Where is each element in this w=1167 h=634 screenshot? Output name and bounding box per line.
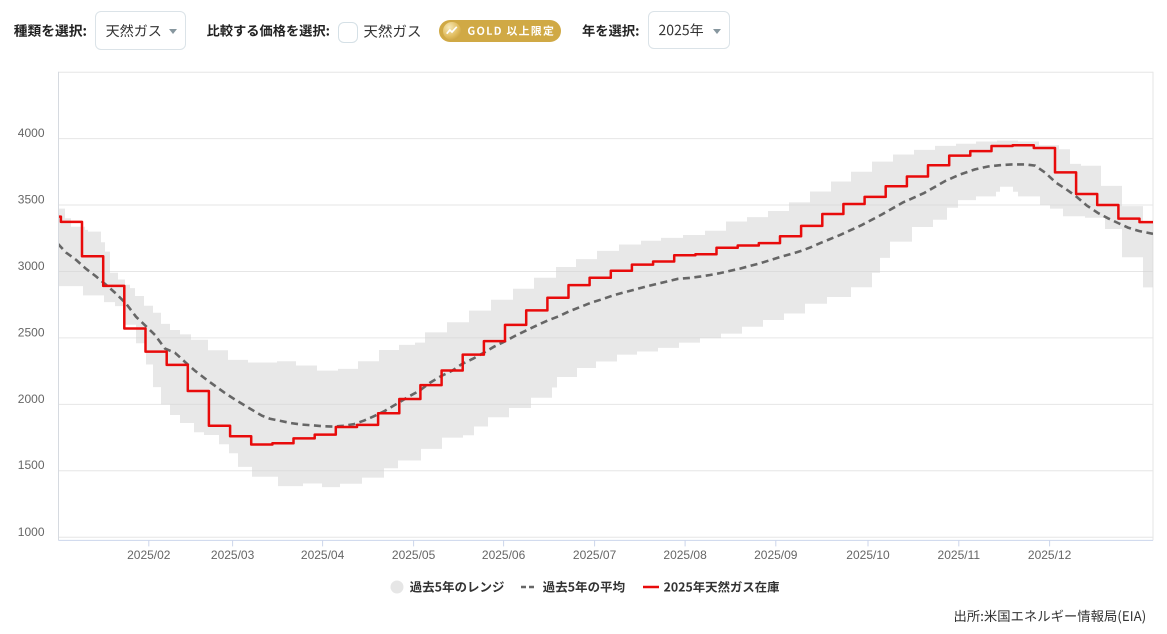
svg-text:2025/11: 2025/11 <box>938 548 981 562</box>
svg-text:1000: 1000 <box>18 525 45 539</box>
svg-text:3500: 3500 <box>18 193 45 207</box>
svg-text:4000: 4000 <box>18 126 45 140</box>
svg-text:2025/12: 2025/12 <box>1028 548 1072 562</box>
svg-text:2025/05: 2025/05 <box>392 548 436 562</box>
svg-text:2025/09: 2025/09 <box>754 548 798 562</box>
svg-text:2000: 2000 <box>18 392 45 406</box>
svg-text:2500: 2500 <box>18 326 45 340</box>
svg-text:1500: 1500 <box>18 458 45 472</box>
svg-text:2025/10: 2025/10 <box>846 548 890 562</box>
svg-text:2025/08: 2025/08 <box>663 548 707 562</box>
svg-text:2025/06: 2025/06 <box>482 548 526 562</box>
svg-text:3000: 3000 <box>18 259 45 273</box>
svg-text:2025/07: 2025/07 <box>573 548 617 562</box>
svg-text:2025/03: 2025/03 <box>211 548 255 562</box>
svg-text:2025/04: 2025/04 <box>301 548 345 562</box>
svg-text:2025/02: 2025/02 <box>127 548 171 562</box>
